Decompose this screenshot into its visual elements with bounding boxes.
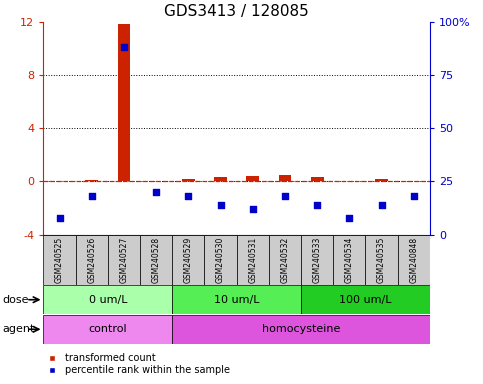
Text: GSM240530: GSM240530 [216, 237, 225, 283]
Text: agent: agent [2, 324, 35, 334]
Bar [108, 235, 140, 285]
Bar [398, 235, 430, 285]
Bar [366, 235, 398, 285]
Bar [43, 315, 172, 344]
Legend: transformed count, percentile rank within the sample: transformed count, percentile rank withi… [39, 349, 234, 379]
Text: GSM240528: GSM240528 [152, 237, 161, 283]
Point [88, 193, 96, 199]
Point [120, 44, 128, 50]
Text: 100 um/L: 100 um/L [339, 295, 392, 305]
Point [249, 206, 256, 212]
Bar [375, 179, 388, 181]
Point [56, 215, 63, 221]
Bar [214, 177, 227, 181]
Point [345, 215, 353, 221]
Text: GSM240529: GSM240529 [184, 237, 193, 283]
Text: dose: dose [2, 295, 29, 305]
Bar [76, 235, 108, 285]
Bar [117, 24, 130, 181]
Text: GSM240848: GSM240848 [409, 237, 418, 283]
Point [185, 193, 192, 199]
Point [378, 202, 385, 208]
Point [313, 202, 321, 208]
Text: GSM240534: GSM240534 [345, 237, 354, 283]
Point [152, 189, 160, 195]
Bar [182, 179, 195, 181]
Bar [301, 235, 333, 285]
Text: GSM240525: GSM240525 [55, 237, 64, 283]
Text: GSM240535: GSM240535 [377, 237, 386, 283]
Bar [43, 285, 172, 314]
Bar [301, 285, 430, 314]
Point [281, 193, 289, 199]
Text: GSM240533: GSM240533 [313, 237, 322, 283]
Bar [279, 175, 291, 181]
Text: homocysteine: homocysteine [262, 324, 340, 334]
Text: 10 um/L: 10 um/L [214, 295, 259, 305]
Point [217, 202, 225, 208]
Bar [85, 180, 98, 181]
Bar [172, 285, 301, 314]
Point [410, 193, 418, 199]
Bar [172, 235, 204, 285]
Bar [311, 177, 324, 181]
Text: GSM240531: GSM240531 [248, 237, 257, 283]
Bar [237, 235, 269, 285]
Text: GSM240526: GSM240526 [87, 237, 96, 283]
Text: GSM240527: GSM240527 [119, 237, 128, 283]
Bar [204, 235, 237, 285]
Text: control: control [88, 324, 127, 334]
Text: 0 um/L: 0 um/L [88, 295, 127, 305]
Bar [140, 235, 172, 285]
Text: GSM240532: GSM240532 [281, 237, 289, 283]
Bar [43, 235, 76, 285]
Bar [333, 235, 366, 285]
Bar [172, 315, 430, 344]
Bar [269, 235, 301, 285]
Title: GDS3413 / 128085: GDS3413 / 128085 [164, 4, 309, 19]
Bar [246, 176, 259, 181]
